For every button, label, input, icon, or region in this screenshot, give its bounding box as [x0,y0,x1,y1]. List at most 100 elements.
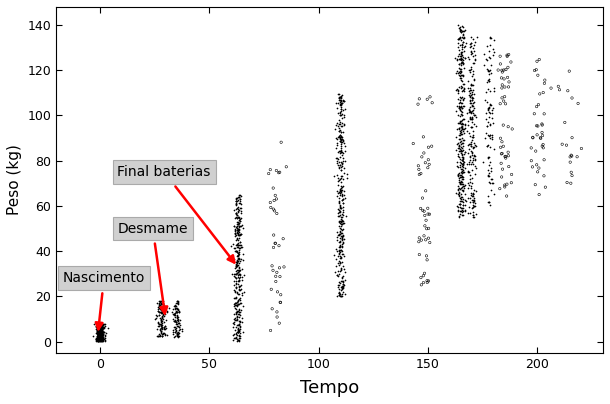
Point [459,34,469,40]
Point [468,109,478,116]
Point [174,324,184,330]
Point [95,322,105,328]
Point [501,66,511,73]
Point [88,332,98,339]
Point [236,208,246,215]
Point [98,333,107,340]
Point [464,185,473,191]
Point [336,187,346,194]
Point [334,97,343,103]
Point [155,303,165,310]
Point [480,97,490,103]
Point [97,338,107,345]
Point [454,169,464,176]
Point [457,161,467,167]
Point [229,272,239,279]
Point [96,334,106,340]
Point [485,135,495,141]
Point [458,32,468,38]
Point [170,312,180,319]
Point [339,253,349,259]
Point [484,67,493,74]
Point [485,66,495,73]
Point [168,316,178,322]
Point [453,112,462,118]
Point [333,109,343,116]
Point [92,323,102,329]
Point [95,327,104,333]
Point [335,220,345,227]
Point [235,196,245,202]
Point [336,209,345,215]
Point [499,76,509,82]
Point [455,65,465,72]
Point [98,334,108,340]
Point [484,53,494,60]
Point [456,59,466,66]
Point [468,191,478,198]
Point [336,133,345,140]
Point [339,283,348,289]
Point [173,299,182,306]
Point [98,328,107,334]
Point [337,259,347,265]
Point [232,230,242,236]
Point [461,55,470,61]
Point [234,277,243,284]
Point [454,119,464,126]
Point [336,132,345,138]
Point [502,181,512,187]
Point [468,144,478,150]
Point [488,105,498,112]
Point [172,308,182,315]
Point [484,78,494,84]
Point [333,260,343,267]
Point [232,317,242,323]
Point [338,200,348,206]
Point [456,124,466,130]
Point [484,179,494,185]
Point [453,162,462,169]
Point [336,98,346,105]
Point [235,267,245,273]
Point [458,184,467,191]
Point [170,301,180,308]
Point [97,328,107,334]
Point [95,321,105,327]
Point [93,324,103,331]
Point [458,22,467,29]
Point [454,131,464,138]
Point [414,162,423,169]
Point [92,323,101,329]
Point [470,105,479,112]
Point [175,322,185,328]
Point [234,318,243,324]
Point [455,131,465,138]
Point [453,40,462,46]
Point [334,272,343,279]
Point [152,315,162,321]
Point [93,328,102,335]
Point [94,326,104,332]
Point [172,306,182,312]
Point [232,212,242,218]
Point [94,331,104,338]
Point [495,53,505,59]
Point [453,22,463,28]
Point [339,98,348,105]
Point [93,329,103,336]
Point [459,27,468,34]
Point [334,164,343,171]
Point [170,311,179,318]
Point [235,332,245,339]
Point [414,235,424,241]
Point [276,292,285,298]
Point [467,134,477,140]
Point [454,105,464,112]
Point [94,330,104,336]
Point [174,327,184,334]
Point [159,324,168,330]
Point [458,131,467,138]
Point [461,149,470,155]
Point [173,301,183,307]
